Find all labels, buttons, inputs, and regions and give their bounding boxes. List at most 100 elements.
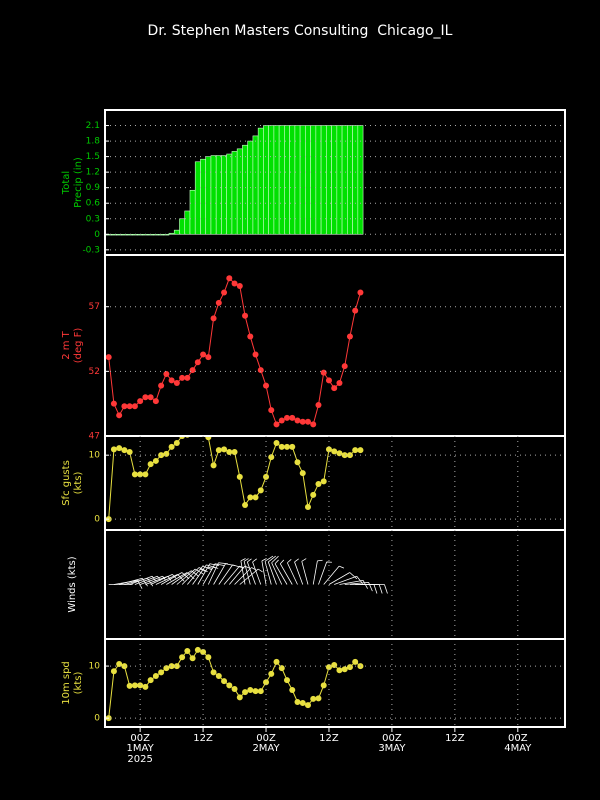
data-point [336, 450, 343, 457]
bar [210, 155, 217, 235]
y-tick-label: 0 [94, 230, 100, 240]
wind-barb [344, 582, 373, 592]
panel [105, 646, 364, 722]
data-point [173, 379, 180, 386]
data-point [284, 414, 291, 421]
date-label: 1MAY [127, 743, 155, 754]
data-point [336, 667, 343, 674]
date-label: 4MAY [504, 743, 532, 754]
data-point [247, 687, 254, 694]
data-point [263, 679, 270, 686]
data-point [194, 359, 201, 366]
data-point [315, 695, 322, 702]
y-tick-label: 2.1 [86, 121, 100, 131]
data-point [320, 478, 327, 485]
data-point [226, 682, 233, 689]
bar [231, 151, 238, 235]
bar [336, 125, 343, 235]
data-point [231, 448, 238, 455]
y-axis-label: Winds (kts) [67, 556, 78, 612]
bar [121, 233, 128, 236]
y-tick-label: 52 [89, 367, 100, 377]
panel [108, 555, 388, 594]
data-point [310, 421, 317, 428]
wind-barb [286, 558, 298, 585]
bar [189, 189, 196, 235]
data-point [126, 448, 133, 455]
data-point [110, 400, 117, 407]
data-point [325, 446, 332, 453]
data-point [336, 379, 343, 386]
data-point [194, 646, 201, 653]
data-point [189, 655, 196, 662]
data-point [346, 452, 353, 459]
wind-barb [360, 584, 388, 594]
panel [105, 275, 364, 428]
bar [215, 155, 222, 235]
data-point [121, 403, 128, 410]
data-point [357, 289, 364, 296]
data-point [294, 699, 301, 706]
data-point [179, 654, 186, 661]
y-axis-label: 2 m T [61, 330, 72, 359]
data-point [142, 471, 149, 478]
data-point [110, 668, 117, 675]
y-axis-label: (deg F) [73, 328, 84, 364]
data-point [315, 401, 322, 408]
data-point [304, 702, 311, 709]
data-point [236, 694, 243, 701]
data-point [215, 672, 222, 679]
data-point [304, 503, 311, 510]
panel-border [104, 638, 566, 728]
data-point [341, 666, 348, 673]
y-tick-label: 1.2 [86, 168, 100, 178]
data-point [320, 369, 327, 376]
bar [252, 135, 259, 235]
data-point [221, 289, 228, 296]
wind-barb [328, 572, 358, 585]
data-point [158, 452, 165, 459]
bar [200, 158, 207, 235]
bar [158, 233, 165, 236]
data-point [205, 354, 212, 361]
data-point [137, 682, 144, 689]
data-point [126, 682, 133, 689]
x-tick-label: 12Z [193, 733, 213, 744]
data-point [268, 670, 275, 677]
wind-barb [323, 565, 345, 585]
data-point [147, 394, 154, 401]
wind-barb [218, 564, 242, 585]
data-point [247, 333, 254, 340]
data-point [257, 367, 264, 374]
bar [357, 125, 364, 235]
wind-barb [239, 568, 263, 585]
data-point [289, 443, 296, 450]
wind-barb [334, 575, 363, 585]
data-point [226, 275, 233, 282]
data-point [168, 377, 175, 384]
y-tick-label: 0.6 [86, 199, 101, 209]
chart-title: Dr. Stephen Masters Consulting Chicago_I… [148, 23, 453, 39]
bar [263, 125, 269, 235]
data-point [168, 663, 175, 670]
bar [315, 125, 322, 235]
data-point [200, 351, 207, 358]
y-tick-label: 0.9 [86, 183, 101, 193]
bar [320, 125, 327, 235]
bar [352, 125, 359, 235]
data-point [341, 363, 348, 370]
data-point [200, 649, 207, 656]
bar [341, 125, 348, 235]
wind-barb [267, 555, 277, 585]
x-tick-label: 12Z [445, 733, 465, 744]
data-point [284, 677, 291, 684]
data-point [137, 471, 144, 478]
data-point [173, 440, 180, 447]
bar [126, 233, 133, 236]
data-point [268, 407, 275, 414]
bar [305, 125, 311, 235]
data-point [242, 689, 249, 696]
x-tick-label: 12Z [319, 733, 339, 744]
bar [331, 125, 338, 235]
data-point [352, 658, 359, 665]
